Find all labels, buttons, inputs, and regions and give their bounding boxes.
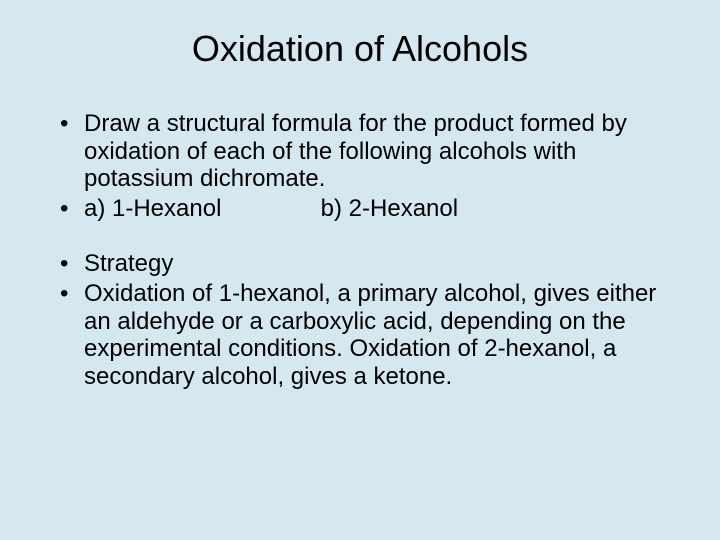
bullet-item-explanation: Oxidation of 1-hexanol, a primary alcoho… <box>60 280 660 390</box>
bullet-text: Draw a structural formula for the produc… <box>84 110 627 192</box>
bullet-list-2: Strategy Oxidation of 1-hexanol, a prima… <box>60 250 660 390</box>
spacer <box>60 224 660 250</box>
slide-title: Oxidation of Alcohols <box>60 28 660 70</box>
bullet-text: Oxidation of 1-hexanol, a primary alcoho… <box>84 280 656 390</box>
bullet-item-question: Draw a structural formula for the produc… <box>60 110 660 193</box>
bullet-item-strategy: Strategy <box>60 250 660 278</box>
bullet-text: Strategy <box>84 250 173 277</box>
bullet-item-examples: a) 1-Hexanol b) 2-Hexanol <box>60 195 660 223</box>
bullet-list: Draw a structural formula for the produc… <box>60 110 660 222</box>
example-b: b) 2-Hexanol <box>321 195 458 223</box>
example-a: a) 1-Hexanol <box>84 195 314 223</box>
slide: Oxidation of Alcohols Draw a structural … <box>0 0 720 540</box>
